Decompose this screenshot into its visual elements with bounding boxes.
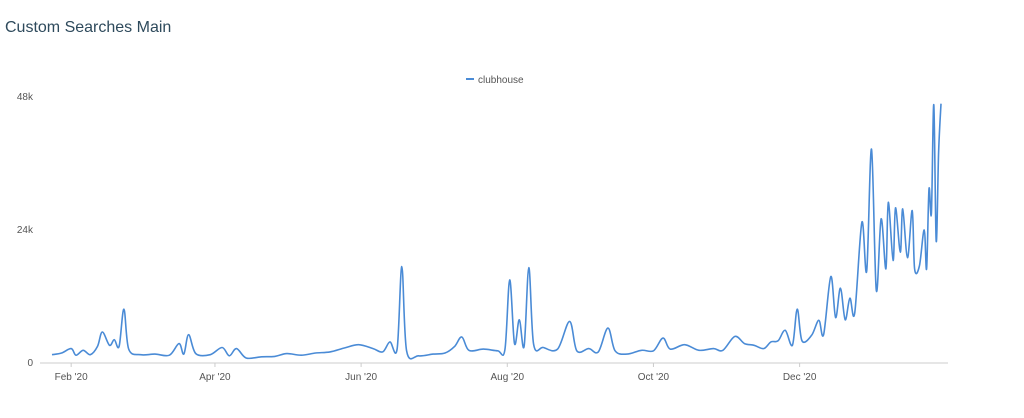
x-tick-label: Apr '20 [199, 372, 231, 383]
x-tick-label: Dec '20 [783, 372, 817, 383]
y-axis: 0 24k 48k [17, 92, 34, 369]
series-layer [51, 103, 942, 360]
legend-label-clubhouse: clubhouse [478, 75, 524, 86]
x-tick-label: Oct '20 [638, 372, 670, 383]
series-line-clubhouse[interactable] [51, 103, 942, 360]
page-title: Custom Searches Main [5, 19, 172, 36]
legend[interactable]: clubhouse [466, 75, 524, 86]
y-tick-label: 24k [17, 225, 34, 236]
x-tick-label: Feb '20 [55, 372, 88, 383]
x-axis: Feb '20 Apr '20 Jun '20 Aug '20 Oct '20 Dec '… [40, 362, 948, 383]
y-tick-label: 0 [27, 358, 33, 369]
y-tick-label: 48k [17, 92, 34, 103]
x-tick-label: Aug '20 [490, 372, 524, 383]
x-tick-label: Jun '20 [345, 372, 377, 383]
